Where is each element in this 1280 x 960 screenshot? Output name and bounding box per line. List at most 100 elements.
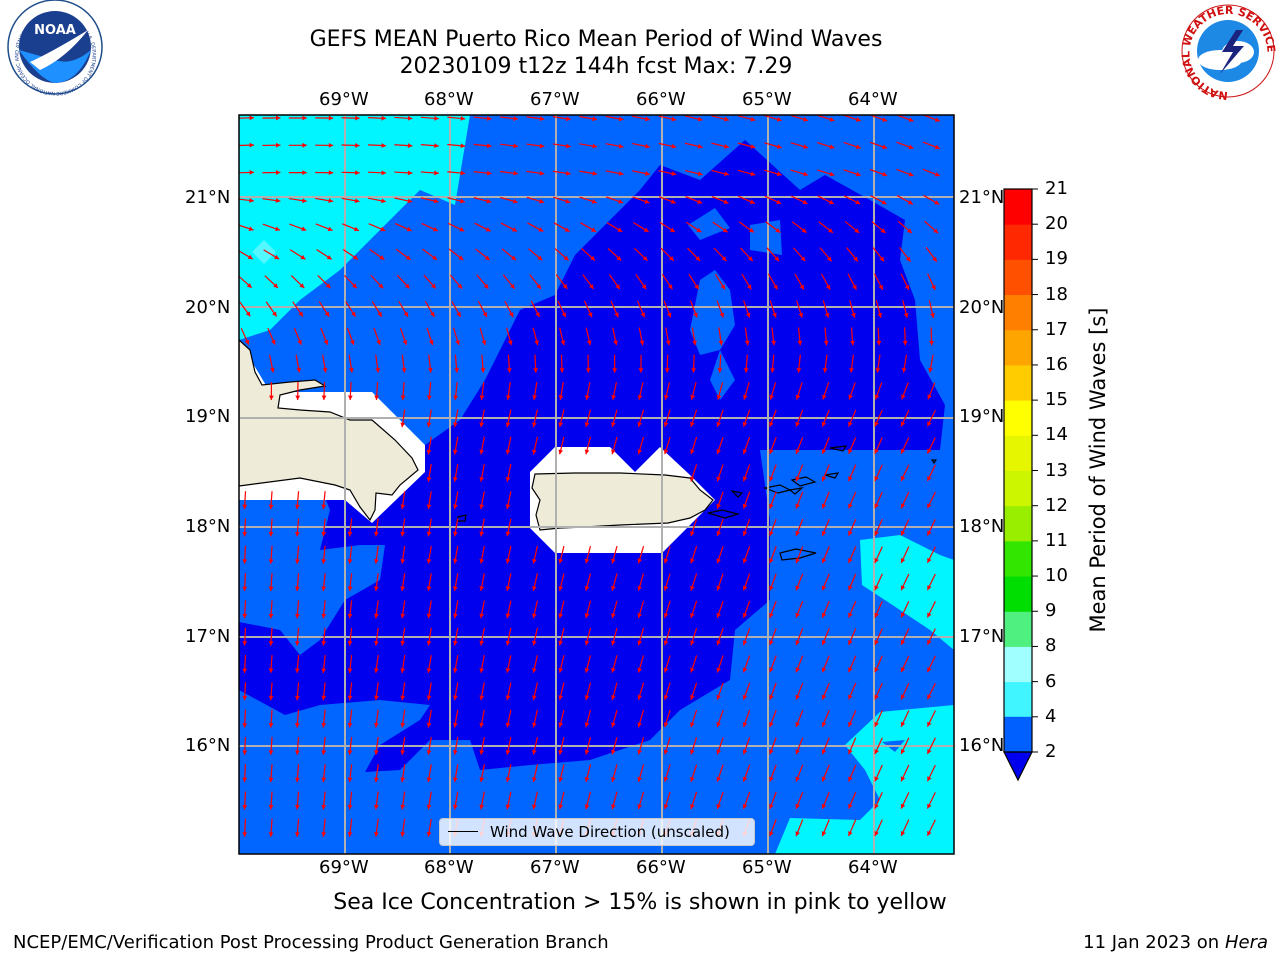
wind-arrow-head [770,368,775,373]
wind-arrow-head [453,613,458,619]
wind-arrow-head [347,695,353,701]
wind-arrow-head [748,227,754,233]
wind-arrow-head [800,256,806,262]
wind-arrow-head [534,340,539,346]
wind-arrow-head [769,394,774,400]
wind-arrow-head [663,804,669,810]
wind-arrow-head [663,558,669,564]
wind-arrow-head [511,255,516,261]
wind-arrow-head [347,804,353,810]
wind-arrow-head [821,503,827,509]
wind-arrow-head [618,143,624,149]
wind-arrow-head [347,750,353,755]
wind-arrow-head [505,395,511,400]
wind-arrow-head [584,749,590,755]
wind-arrow-head [453,531,458,537]
wind-arrow-head [900,803,906,809]
wind-arrow-head [453,804,458,810]
colorbar-tick: 17 [1045,318,1068,340]
wind-arrow-head [299,283,305,289]
wind-arrow-head [590,255,595,261]
wind-arrow-head [353,255,359,260]
wind-arrow-head [558,640,564,646]
colorbar-segment [1004,576,1032,612]
wind-arrow-head [485,227,491,232]
wind-arrow-head [400,613,406,619]
wind-arrow-head [426,449,432,455]
wind-arrow-head [829,171,835,177]
wind-arrow-head [874,749,879,755]
wind-arrow-head [615,284,620,290]
wind-arrow-head [532,449,537,455]
wind-arrow-head [374,586,379,592]
wind-arrow-head [795,612,800,618]
wind-arrow-head [747,256,753,262]
wind-arrow-head [453,586,458,591]
wind-arrow-head [586,340,592,346]
wind-arrow-head [271,339,276,345]
wind-arrow-head [690,476,695,482]
wind-arrow-head [295,804,300,810]
wind-arrow-head [584,558,590,564]
wind-arrow-head [927,667,932,673]
wind-arrow-head [722,227,728,233]
islands [456,445,938,561]
wind-arrow-head [798,312,804,318]
wind-arrow-head [690,421,695,427]
wind-arrow-head [321,668,327,673]
wind-arrow-head [690,776,695,782]
wind-arrow-head [479,531,485,537]
wind-arrow-head [769,722,774,728]
wind-arrow-head [426,804,432,810]
lat-tick-left: 18°N [185,516,231,537]
wind-arrow-head [321,750,327,755]
wind-arrow-head [743,368,749,373]
wind-arrow-head [718,340,724,346]
wind-arrow-head [690,804,695,810]
wind-arrow-head [295,832,300,837]
wind-arrow-head [931,284,936,290]
wind-arrow-head [405,255,411,260]
wind-arrow-head [453,777,458,783]
wind-arrow-head [637,695,643,700]
wind-arrow-head [268,695,274,701]
wind-arrow-head [693,312,698,318]
wind-arrow-head [295,722,300,728]
wind-arrow-head [453,449,458,455]
wind-arrow-head [644,199,650,204]
wind-arrow-head [505,804,511,810]
wind-arrow-head [671,116,677,122]
wind-arrow-head [381,170,386,176]
wind-arrow-head [927,639,932,645]
wind-arrow-head [426,531,432,537]
wind-arrow-head [558,422,564,428]
wind-arrow-head [400,531,406,537]
noaa-logo: NOAA NATIONAL OCEANIC AND ATMOSPHERIC AD… [0,0,103,96]
wind-arrow-head [900,667,906,673]
wind-arrow-head [532,667,537,673]
wind-arrow-head [663,613,669,618]
wind-arrow-head [407,115,413,121]
wind-arrow-head [642,255,648,261]
land-hispaniola [239,339,419,522]
map-area [239,115,954,854]
wind-arrow-head [691,368,696,373]
colorbar-tick: 4 [1045,705,1057,727]
wind-arrow-head [321,804,327,810]
wind-arrow-head [533,368,539,373]
wind-arrow-head [374,395,380,400]
wind-arrow-head [900,612,906,618]
wind-arrow-head [803,117,809,122]
wind-arrow-head [795,530,800,536]
wind-arrow-head [245,311,251,317]
wind-arrow-head [908,117,914,122]
wind-arrow-head [769,640,774,646]
wind-arrow-head [821,421,827,427]
wind-arrow-head [400,668,406,673]
wind-arrow-head [929,340,934,346]
wind-arrow-head [592,171,598,176]
wind-arrow-head [769,612,774,618]
wind-arrow-head [505,777,511,783]
wind-arrow-head [565,198,571,204]
wind-arrow-head [848,667,853,673]
